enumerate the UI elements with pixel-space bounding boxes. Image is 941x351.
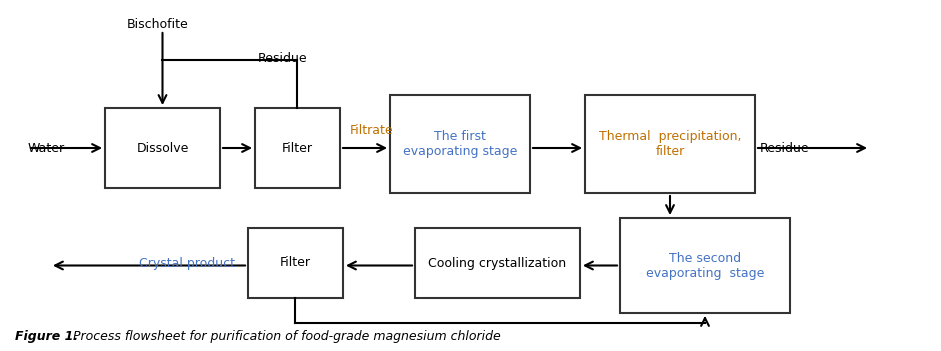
Text: Dissolve: Dissolve	[136, 141, 189, 154]
Text: Process flowsheet for purification of food-grade magnesium chloride: Process flowsheet for purification of fo…	[73, 330, 501, 343]
Text: Figure 1.: Figure 1.	[15, 330, 83, 343]
Bar	[390, 95, 530, 193]
Bar	[105, 108, 220, 188]
Bar	[415, 228, 580, 298]
Text: The first
evaporating stage: The first evaporating stage	[403, 130, 518, 158]
Text: Thermal  precipitation,
filter: Thermal precipitation, filter	[598, 130, 742, 158]
Text: Water: Water	[28, 141, 65, 154]
Text: Filtrate: Filtrate	[350, 124, 393, 137]
Bar	[585, 95, 755, 193]
Text: Residue: Residue	[760, 141, 809, 154]
Text: Cooling crystallization: Cooling crystallization	[428, 257, 566, 270]
Text: Filter: Filter	[280, 257, 311, 270]
Text: Filter: Filter	[282, 141, 313, 154]
Text: The second
evaporating  stage: The second evaporating stage	[646, 252, 764, 279]
Text: Bischofite: Bischofite	[127, 18, 189, 31]
Text: Crystal product: Crystal product	[139, 257, 235, 270]
Text: Residue: Residue	[258, 52, 308, 65]
Bar	[248, 228, 343, 298]
Bar	[255, 108, 340, 188]
Bar	[620, 218, 790, 313]
